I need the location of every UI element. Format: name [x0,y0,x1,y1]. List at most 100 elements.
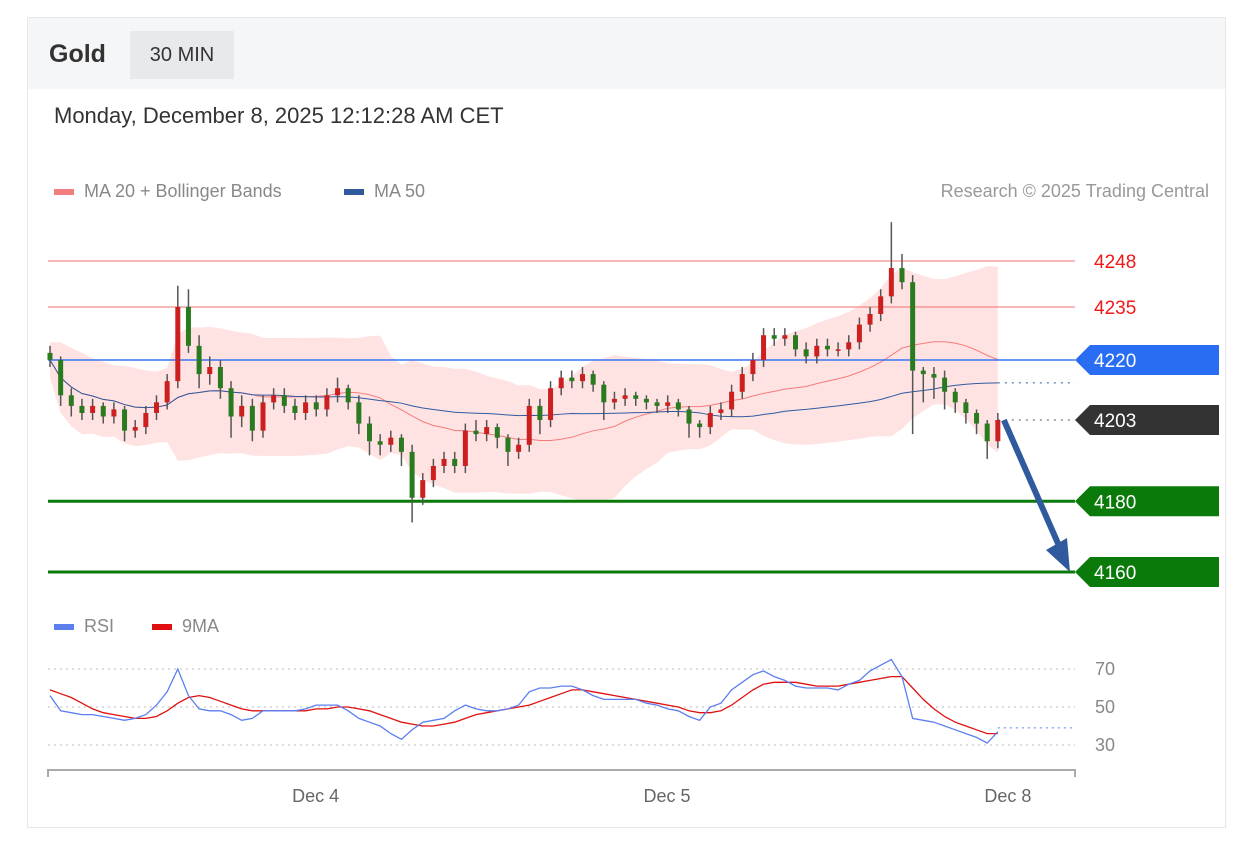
candle [643,395,649,410]
ma50-swatch [344,188,364,195]
candle-body [665,402,671,406]
candle [494,423,500,449]
candle-body [867,314,873,325]
candle [388,430,394,452]
candle-body [367,423,372,442]
legend-label: MA 20 + Bollinger Bands [84,181,282,201]
forecast-arrowhead [1046,537,1070,572]
candle [367,416,372,456]
candle-body [292,405,298,413]
candle [345,384,351,410]
candle [516,437,522,459]
candle-body [324,395,330,410]
legend-ma20: MA 20 + Bollinger Bands [54,181,282,202]
candle [856,317,862,350]
candle [558,370,564,396]
candle-body [835,349,841,351]
candle [878,289,884,322]
candle [686,405,692,438]
rsi-ma-swatch [152,623,172,630]
legend-label: RSI [84,616,115,636]
candle-body [590,374,596,385]
timeframe-button[interactable]: 30 MIN [130,31,234,79]
candle [473,420,479,442]
candle-body [782,335,788,339]
candle-body [537,405,543,421]
candle [718,402,724,421]
candle-body [452,458,458,466]
candle [100,402,106,424]
pivot-label: 4220 [1094,351,1136,372]
candle-body [729,391,735,410]
rsi-swatch [54,623,74,630]
candle-body [441,458,447,466]
candle-body [207,367,213,375]
candle-body [430,465,436,481]
candle [292,398,298,421]
candle-body [654,402,660,406]
legend-rsi: RSI [54,616,114,637]
candle [196,335,202,389]
candle-body [622,395,628,399]
candle [835,342,841,357]
candle [185,289,191,353]
candle-body [68,395,74,406]
rsi-tick-label: 30 [1095,735,1115,755]
candle-body [356,402,362,424]
candle-body [249,405,255,431]
candle-body [824,345,830,350]
candle [622,388,628,406]
candle-body [697,423,703,428]
candle [398,434,404,466]
legend-ma50: MA 50 [344,181,425,202]
candle [47,345,53,368]
candle [452,451,458,474]
candle [569,370,575,389]
candle [335,377,341,403]
candle-body [920,370,926,375]
candle-body [271,395,277,403]
candle-body [345,388,351,403]
candle [750,352,756,382]
ma20-swatch [54,188,74,195]
candle [90,398,96,421]
candle [537,398,543,435]
candle-body [910,282,916,371]
candle [526,398,532,452]
x-axis [47,769,1076,777]
candle [484,420,490,442]
candle-body [963,402,969,413]
candle [175,285,181,389]
support-tag [1075,486,1219,517]
rsi-tick-label: 70 [1095,659,1115,679]
candle-body [601,384,607,403]
candle [303,395,309,421]
candle [409,444,415,523]
candle-body [473,430,479,435]
candle-body [739,374,745,392]
last-label: 4203 [1094,411,1136,432]
candle-body [611,398,617,403]
candle [963,398,969,424]
candle [739,367,745,399]
candle [814,338,820,364]
pivot-tag [1075,344,1219,375]
candle-body [707,412,713,428]
candle-body [814,345,820,357]
watermark: Research © 2025 Trading Central [940,181,1209,201]
ma50-line [49,359,998,418]
candle-body [388,437,394,445]
candle-body [793,335,798,350]
candle [111,402,117,424]
bollinger-band [50,266,998,501]
candle [920,367,926,403]
candle-body [761,335,767,360]
candle-body [58,359,64,396]
instrument-title: Gold [49,40,106,68]
timestamp: Monday, December 8, 2025 12:12:28 AM CET [54,103,504,128]
candle-body [516,444,522,452]
rsi-tick-label: 50 [1095,697,1115,717]
candle [633,391,639,406]
support-label: 4180 [1094,492,1136,513]
